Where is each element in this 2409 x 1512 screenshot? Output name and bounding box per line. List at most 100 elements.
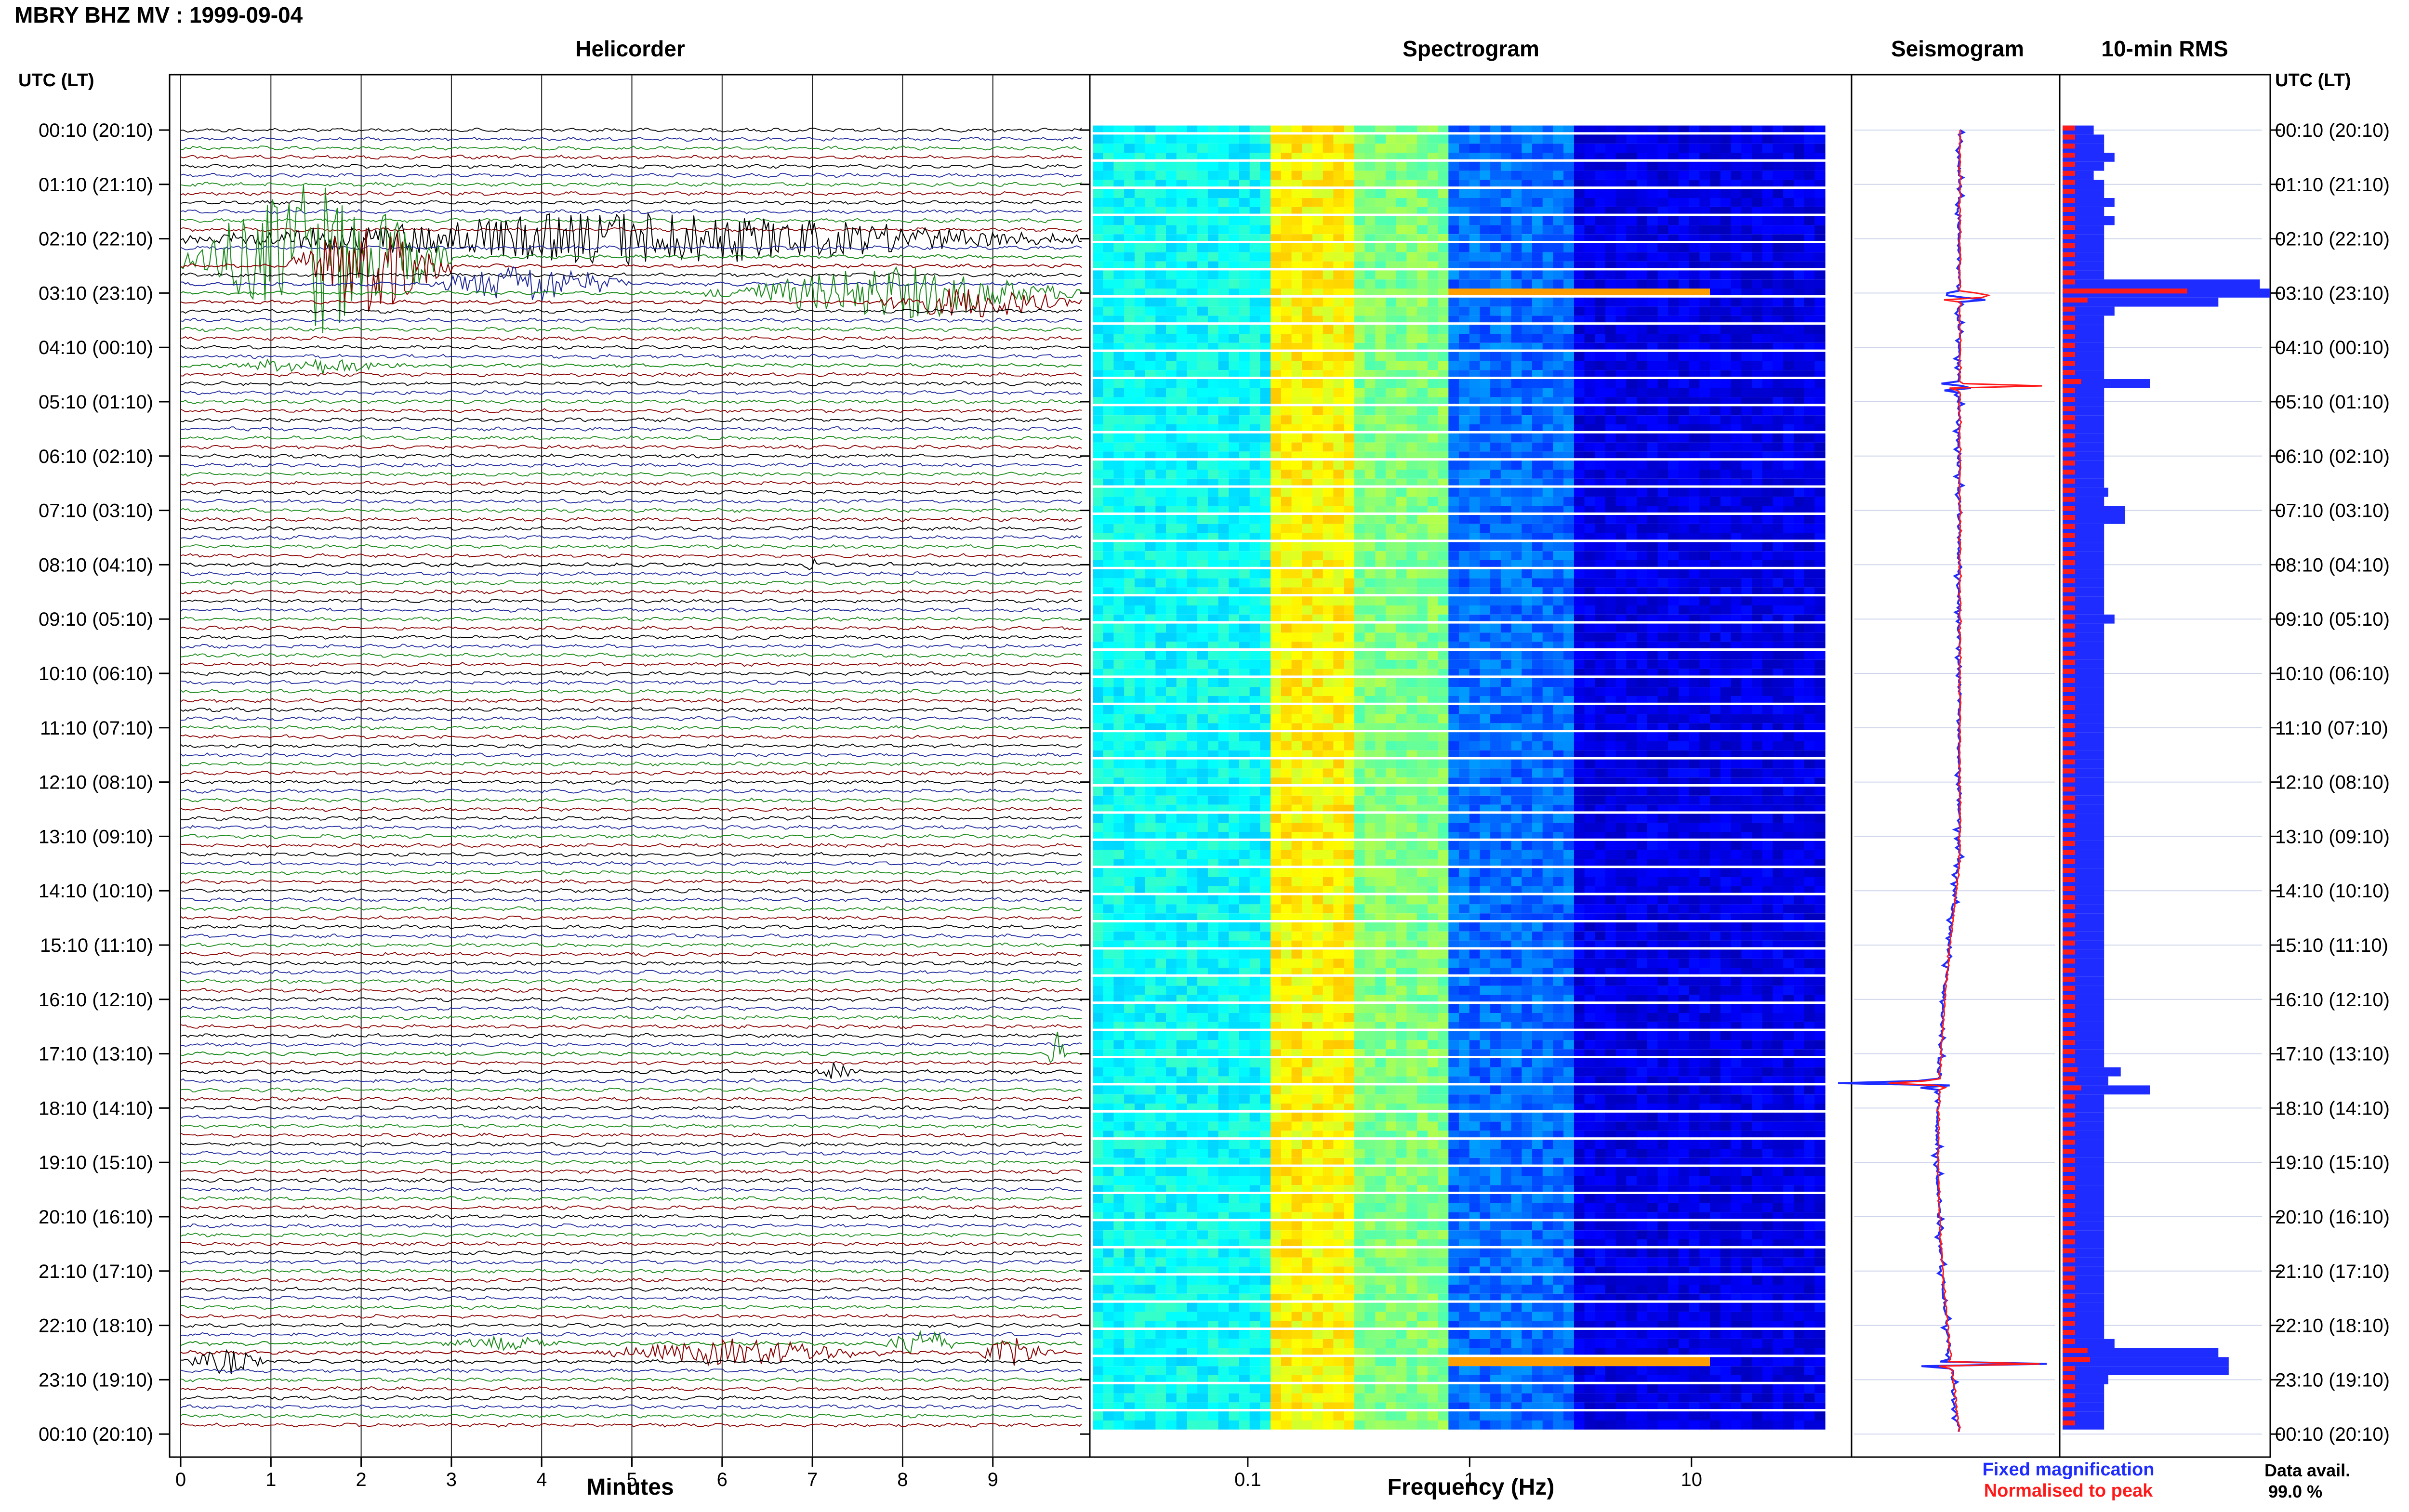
spectrogram-cell [1584,207,1595,214]
spectrogram-cell [1626,325,1637,334]
spectrogram-cell [1166,605,1177,615]
spectrogram-cell [1710,207,1721,214]
spectrogram-cell [1668,533,1679,540]
spectrogram-cell [1626,524,1637,533]
spectrogram-cell [1720,470,1732,479]
spectrogram-cell [1145,270,1156,280]
spectrogram-cell [1448,651,1459,660]
spectrogram-cell [1804,270,1815,280]
spectrogram-cell [1657,659,1668,669]
spectrogram-cell [1239,578,1250,588]
spectrogram-cell [1145,189,1156,198]
spectrogram-cell [1187,424,1198,431]
spectrogram-cell [1731,406,1742,416]
spectrogram-cell [1741,533,1752,540]
spectrogram-cell [1720,587,1732,594]
spectrogram-cell [1291,478,1302,486]
spectrogram-cell [1239,352,1250,361]
spectrogram-cell [1124,306,1135,316]
spectrogram-cell [1218,279,1229,289]
spectrogram-cell [1207,334,1219,343]
spectrogram-cell [1595,605,1606,615]
spectrogram-cell [1386,614,1397,621]
spectrogram-cell [1647,406,1658,416]
spectrogram-cell [1364,289,1376,295]
spectrogram-cell [1093,642,1104,648]
spectrogram-cell [1626,560,1637,567]
right-time-tick-label: 17:10 (13:10) [2275,1044,2390,1065]
spectrogram-cell [1741,153,1752,159]
spectrogram-cell [1197,252,1208,262]
spectrogram-cell [1271,524,1282,533]
spectrogram-cell [1271,651,1282,660]
spectrogram-cell [1427,478,1439,486]
spectrogram-cell [1710,487,1721,497]
spectrogram-cell [1459,289,1470,295]
spectrogram-cell [1427,243,1439,252]
spectrogram-cell [1124,397,1135,404]
spectrogram-cell [1155,533,1166,540]
spectrogram-cell [1417,171,1428,180]
spectrogram-cell [1145,487,1156,497]
spectrogram-cell [1542,433,1553,443]
spectrogram-cell [1093,614,1104,621]
spectrogram-cell [1522,325,1533,334]
spectrogram-cell [1804,189,1815,198]
spectrogram-cell [1417,470,1428,479]
spectrogram-cell [1281,207,1292,214]
spectrogram-cell [1354,687,1365,696]
spectrogram-cell [1710,261,1721,268]
spectrogram-cell [1260,487,1271,497]
spectrogram-cell [1626,334,1637,343]
spectrogram-cell [1312,659,1324,669]
spectrogram-cell [1480,587,1491,594]
spectrogram-cell [1469,678,1480,687]
spectrogram-cell [1459,180,1470,187]
spectrogram-cell [1657,705,1668,714]
spectrogram-cell [1699,596,1710,605]
spectrogram-cell [1626,153,1637,159]
spectrogram-cell [1197,524,1208,533]
spectrogram-cell [1668,234,1679,241]
spectrogram-cell [1459,542,1470,552]
spectrogram-cell [1605,587,1616,594]
spectrogram-cell [1312,361,1324,370]
spectrogram-cell [1176,424,1187,431]
spectrogram-cell [1103,207,1114,214]
spectrogram-cell [1741,714,1752,723]
spectrogram-cell [1386,216,1397,225]
spectrogram-cell [1333,342,1344,350]
spectrogram-cell [1574,306,1585,316]
spectrogram-cell [1657,560,1668,567]
spectrogram-cell [1637,334,1648,343]
spectrogram-cell [1804,433,1815,443]
spectrogram-cell [1124,388,1135,397]
spectrogram-cell [1647,388,1658,397]
spectrogram-cell [1469,487,1480,497]
spectrogram-cell [1218,342,1229,350]
spectrogram-cell [1344,225,1355,235]
spectrogram-cell [1783,261,1794,268]
spectrogram-cell [1615,551,1627,560]
spectrogram-cell [1741,569,1752,579]
spectrogram-cell [1679,243,1690,252]
spectrogram-cell [1459,342,1470,350]
spectrogram-cell [1207,198,1219,207]
spectrogram-cell [1344,542,1355,552]
spectrogram-cell [1386,243,1397,252]
spectrogram-cell [1249,542,1260,552]
spectrogram-cell [1145,279,1156,289]
spectrogram-cell [1166,234,1177,241]
spectrogram-cell [1741,352,1752,361]
spectrogram-cell [1197,669,1208,676]
page-title: MBRY BHZ MV : 1999-09-04 [14,2,303,27]
spectrogram-cell [1563,569,1575,579]
spectrogram-cell [1271,243,1282,252]
spectrogram-cell [1260,279,1271,289]
spectrogram-cell [1271,442,1282,452]
spectrogram-cell [1584,470,1595,479]
spectrogram-cell [1323,433,1334,443]
spectrogram-cell [1574,153,1585,159]
helicorder-trace-row [180,1329,1082,1354]
spectrogram-cell [1657,379,1668,388]
